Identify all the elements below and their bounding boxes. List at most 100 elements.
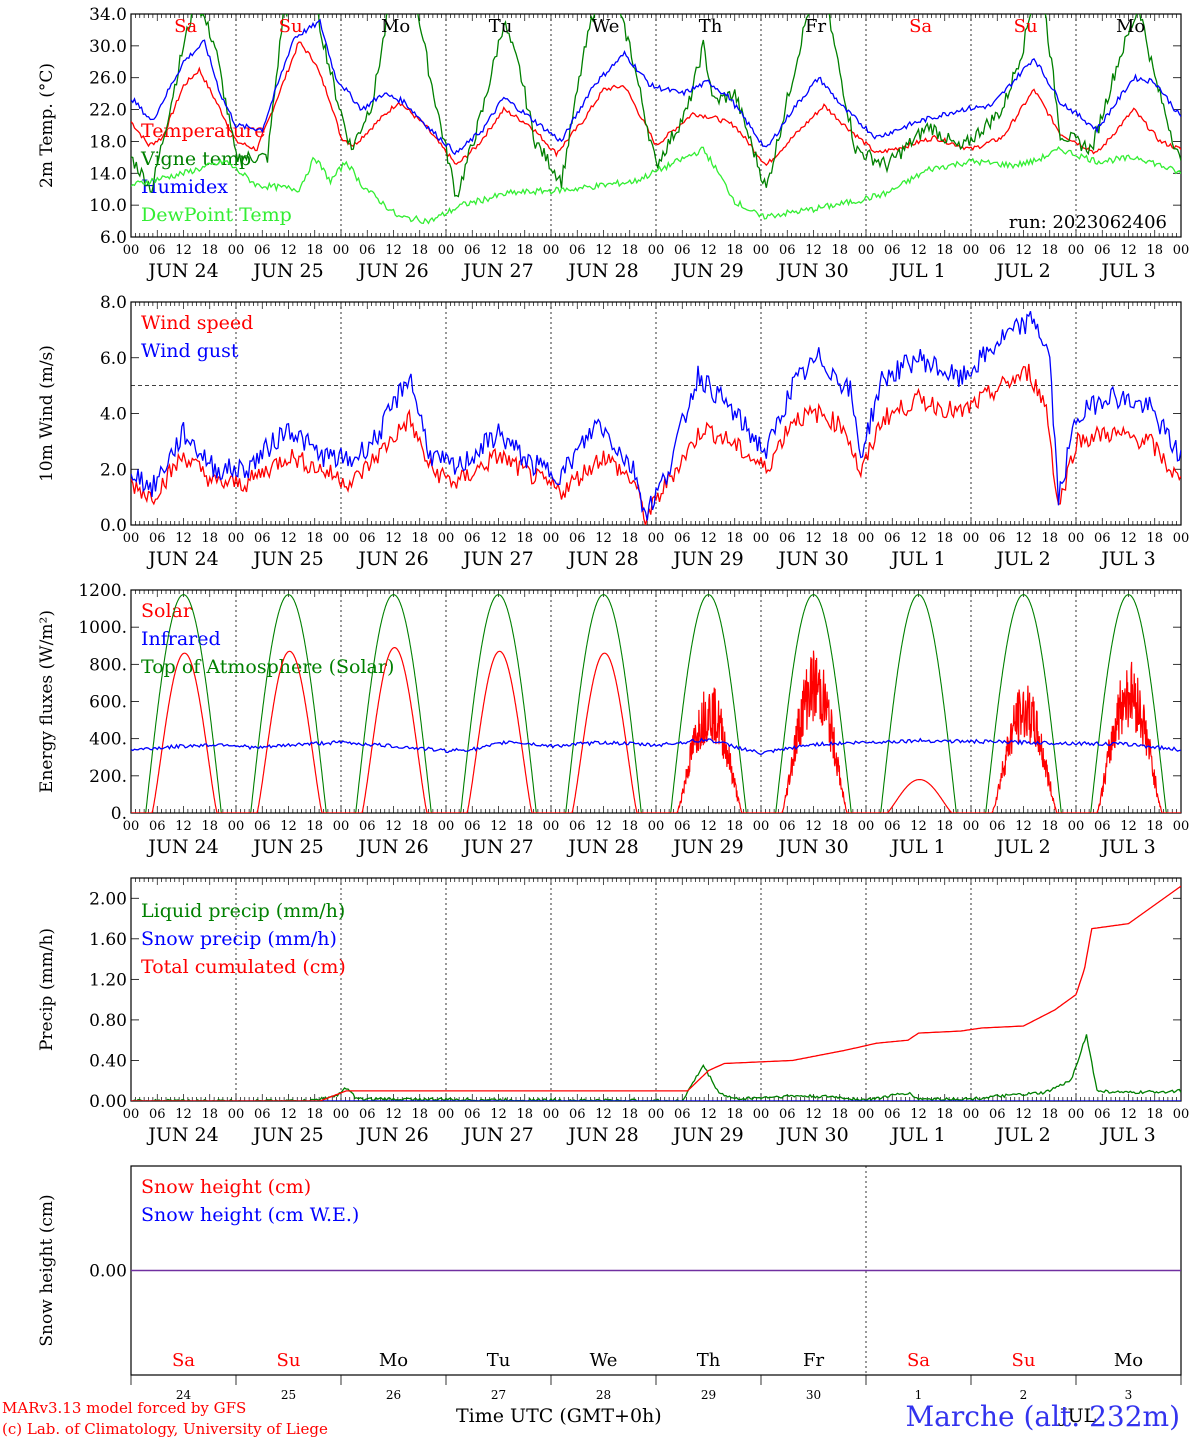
hour-tick-label: 12 [595, 819, 612, 834]
hour-tick-label: 06 [989, 1107, 1006, 1122]
hour-tick-label: 06 [884, 1107, 901, 1122]
hour-tick-label: 06 [989, 819, 1006, 834]
hour-tick-label: 06 [569, 531, 586, 546]
y-tick-label: 1.60 [89, 930, 127, 950]
hour-tick-label: 12 [595, 531, 612, 546]
panel-1: 6.0 10.0 14.0 18.0 22.0 26.0 30.0 34.0 2m Temp. … [37, 5, 1189, 282]
y-tick-label: 800. [89, 655, 127, 675]
hour-tick-label: 00 [963, 243, 980, 258]
legend-entry: Wind gust [141, 340, 239, 362]
hour-tick-label: 18 [936, 531, 953, 546]
y-tick-label: 14.0 [89, 164, 127, 184]
hour-tick-label: 18 [831, 819, 848, 834]
series-line [131, 363, 1181, 525]
weekday-label: Th [697, 1350, 721, 1371]
series-line [131, 310, 1181, 521]
hour-tick-label: 12 [700, 1107, 717, 1122]
date-label: JUN 28 [566, 1124, 638, 1146]
hour-tick-label: 00 [858, 531, 875, 546]
hour-tick-label: 18 [516, 1107, 533, 1122]
weekday-label: Fr [805, 16, 826, 37]
hour-tick-label: 00 [333, 1107, 350, 1122]
short-date-label: 26 [386, 1388, 401, 1402]
hour-tick-label: 06 [779, 1107, 796, 1122]
hour-tick-label: 18 [936, 1107, 953, 1122]
series-line [131, 18, 1181, 156]
y-tick-label: 8.0 [100, 293, 127, 313]
hour-tick-label: 00 [123, 1107, 140, 1122]
weekday-label: Sa [172, 1350, 195, 1371]
hour-tick-label: 18 [621, 1107, 638, 1122]
y-tick-label: 2.00 [89, 889, 127, 909]
hour-tick-label: 18 [1146, 243, 1163, 258]
hour-tick-label: 06 [254, 1107, 271, 1122]
hour-tick-label: 18 [1041, 819, 1058, 834]
date-label: JUL 3 [1099, 260, 1155, 282]
short-date-label: 30 [806, 1388, 821, 1402]
hour-tick-label: 00 [228, 1107, 245, 1122]
hour-tick-label: 06 [674, 531, 691, 546]
hour-tick-label: 18 [1041, 243, 1058, 258]
date-label: JUL 1 [889, 548, 945, 570]
weekday-label: Sa [907, 1350, 930, 1371]
date-label: JUN 26 [356, 836, 428, 858]
hour-tick-label: 12 [910, 243, 927, 258]
date-label: JUN 28 [566, 836, 638, 858]
date-label: JUN 30 [776, 548, 848, 570]
hour-tick-label: 18 [411, 819, 428, 834]
date-label: JUN 29 [671, 548, 743, 570]
hour-tick-label: 12 [1120, 243, 1137, 258]
hour-tick-label: 00 [753, 531, 770, 546]
legend-entry: Vigne temp [140, 148, 251, 170]
hour-tick-label: 00 [228, 819, 245, 834]
model-credit: MARv3.13 model forced by GFS [2, 1399, 247, 1417]
hour-tick-label: 06 [149, 243, 166, 258]
short-date-label: 28 [596, 1388, 611, 1402]
y-axis-label: Precip (mm/h) [37, 928, 57, 1051]
hour-tick-label: 12 [805, 1107, 822, 1122]
hour-tick-label: 06 [359, 531, 376, 546]
hour-tick-label: 18 [831, 531, 848, 546]
hour-tick-label: 06 [254, 243, 271, 258]
hour-tick-label: 12 [175, 531, 192, 546]
weekday-label: Sa [174, 16, 197, 37]
hour-tick-label: 06 [1094, 819, 1111, 834]
y-tick-label: 26.0 [89, 69, 127, 89]
date-label: JUN 24 [146, 260, 218, 282]
hour-tick-label: 12 [280, 531, 297, 546]
weekday-label: Th [699, 16, 723, 37]
y-axis-label: 2m Temp. (°C) [37, 63, 57, 188]
hour-tick-label: 12 [385, 531, 402, 546]
y-tick-label: 1200. [78, 581, 127, 601]
y-tick-label: 34.0 [89, 5, 127, 25]
hour-tick-label: 18 [621, 243, 638, 258]
hour-tick-label: 12 [1120, 531, 1137, 546]
hour-tick-label: 06 [464, 531, 481, 546]
hour-tick-label: 18 [726, 531, 743, 546]
hour-tick-label: 18 [831, 243, 848, 258]
hour-tick-label: 00 [333, 819, 350, 834]
hour-tick-label: 12 [280, 819, 297, 834]
short-date-label: 1 [915, 1388, 923, 1402]
y-tick-label: 6.0 [100, 228, 127, 248]
short-date-label: 29 [701, 1388, 716, 1402]
month-label: JUL [1060, 1405, 1097, 1427]
hour-tick-label: 06 [569, 819, 586, 834]
hour-tick-label: 18 [201, 531, 218, 546]
series-line [131, 885, 1181, 1101]
hour-tick-label: 06 [779, 531, 796, 546]
hour-tick-label: 06 [884, 243, 901, 258]
hour-tick-label: 06 [464, 1107, 481, 1122]
date-label: JUN 26 [356, 260, 428, 282]
hour-tick-label: 00 [1068, 243, 1085, 258]
weekday-label: Mo [379, 1350, 408, 1371]
date-label: JUL 2 [994, 1124, 1050, 1146]
hour-tick-label: 12 [805, 531, 822, 546]
hour-tick-label: 12 [385, 243, 402, 258]
weekday-label: We [592, 16, 620, 37]
hour-tick-label: 06 [1094, 1107, 1111, 1122]
date-label: JUL 2 [994, 260, 1050, 282]
legend-entry: Snow precip (mm/h) [141, 928, 337, 950]
y-tick-label: 400. [89, 730, 127, 750]
date-label: JUN 27 [461, 260, 533, 282]
